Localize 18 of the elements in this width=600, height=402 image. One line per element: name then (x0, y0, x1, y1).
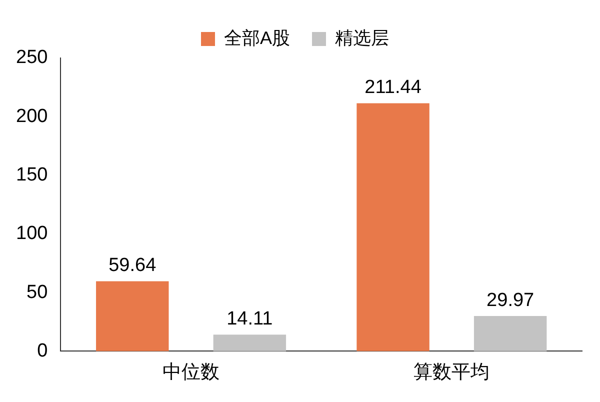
x-tick-label: 中位数 (162, 362, 220, 383)
y-tick-label: 150 (16, 164, 48, 186)
data-label: 211.44 (364, 76, 422, 98)
y-tick-label: 100 (16, 223, 48, 244)
data-label: 14.11 (226, 308, 273, 330)
y-tick-label: 0 (37, 340, 48, 362)
legend-label: 全部A股 (224, 28, 290, 48)
legend-label: 精选层 (335, 28, 390, 48)
y-tick-label: 200 (16, 106, 48, 127)
y-tick-label: 50 (26, 282, 48, 303)
data-label: 29.97 (486, 290, 534, 311)
bar (96, 281, 169, 352)
bar (356, 103, 430, 352)
data-label: 59.64 (108, 254, 157, 276)
y-tick-label: 250 (16, 47, 48, 68)
bar (213, 334, 286, 352)
x-tick-label: 算数平均 (414, 362, 490, 383)
bar (474, 316, 547, 352)
